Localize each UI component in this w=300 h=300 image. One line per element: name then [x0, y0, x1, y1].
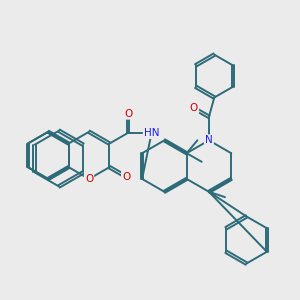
- Text: O: O: [124, 109, 132, 118]
- Text: O: O: [190, 103, 198, 113]
- Text: O: O: [122, 172, 130, 182]
- Text: HN: HN: [144, 128, 159, 138]
- Text: N: N: [205, 135, 213, 146]
- Text: O: O: [85, 174, 93, 184]
